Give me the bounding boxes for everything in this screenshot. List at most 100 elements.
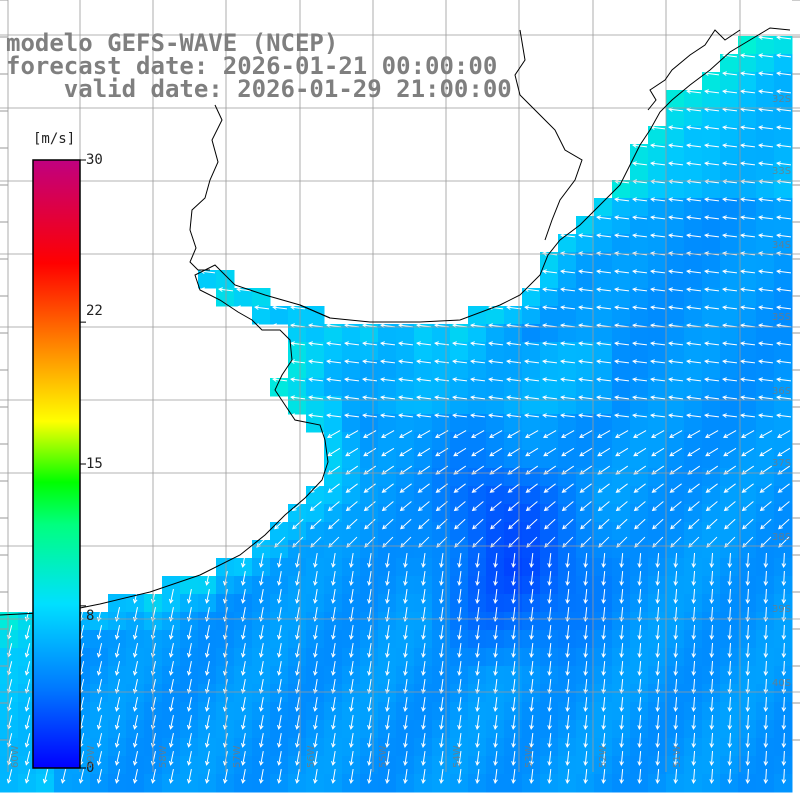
wind-arrow (295, 733, 300, 748)
wind-arrow (637, 714, 643, 731)
wind-arrow (637, 696, 643, 713)
wind-arrow (547, 732, 552, 748)
wind-arrow (364, 518, 376, 530)
wind-arrow (529, 552, 534, 568)
wind-arrow (222, 769, 228, 784)
wind-cell (738, 144, 757, 163)
wind-cell (594, 360, 613, 379)
wind-arrow (560, 395, 576, 400)
wind-cell (612, 324, 631, 343)
wind-arrow (704, 305, 720, 310)
wind-cell (90, 720, 109, 739)
wind-cell (378, 522, 397, 541)
wind-cell (666, 522, 685, 541)
wind-cell (468, 306, 487, 325)
wind-cell (756, 162, 775, 181)
wind-arrow (331, 571, 336, 586)
wind-cell (702, 540, 721, 559)
wind-cell (288, 558, 307, 577)
wind-cell (540, 414, 559, 433)
wind-cell (288, 306, 307, 325)
wind-cell (270, 774, 289, 793)
wind-arrow (740, 287, 756, 292)
wind-cell (504, 306, 523, 325)
wind-arrow (240, 679, 246, 694)
wind-cell (720, 270, 739, 289)
wind-cell (342, 774, 361, 793)
wind-arrow (331, 625, 336, 640)
wind-arrow (349, 769, 354, 784)
wind-cell (720, 252, 739, 271)
wind-arrow (475, 768, 480, 784)
wind-cell (18, 738, 37, 757)
wind-arrow (434, 341, 450, 346)
wind-arrow (168, 715, 174, 730)
wind-arrow (258, 751, 264, 766)
wind-arrow (308, 359, 324, 364)
wind-cell (774, 540, 793, 559)
wind-cell (342, 576, 361, 595)
wind-cell (558, 252, 577, 271)
wind-cell (180, 666, 199, 685)
wind-cell (252, 576, 271, 595)
wind-arrow (740, 53, 756, 58)
wind-cell (576, 522, 595, 541)
wind-cell (90, 684, 109, 703)
wind-arrow (619, 642, 624, 659)
wind-cell (720, 360, 739, 379)
wind-cell (324, 324, 343, 343)
wind-cell (450, 378, 469, 397)
wind-arrow (331, 769, 336, 784)
lat-label: 39S (772, 604, 792, 615)
wind-arrow (331, 661, 336, 676)
wind-arrow (597, 483, 610, 493)
wind-arrow (475, 624, 480, 640)
wind-cell (720, 342, 739, 361)
wind-arrow (349, 679, 354, 694)
wind-arrow (380, 377, 396, 382)
wind-cell (360, 504, 379, 523)
wind-arrow (601, 570, 606, 587)
wind-arrow (488, 413, 504, 418)
wind-arrow (668, 215, 684, 220)
wind-arrow (776, 287, 792, 292)
wind-arrow (650, 143, 666, 148)
wind-arrow (596, 359, 612, 364)
wind-arrow (722, 341, 738, 346)
wind-cell (702, 522, 721, 541)
wind-arrow (776, 233, 792, 238)
wind-arrow (488, 359, 504, 364)
wind-arrow (579, 483, 592, 493)
wind-arrow (168, 679, 174, 694)
wind-arrow (457, 660, 462, 676)
wind-arrow (524, 377, 540, 382)
wind-arrow (560, 233, 576, 238)
wind-arrow (758, 89, 774, 94)
wind-arrow (727, 732, 733, 749)
wind-cell (270, 702, 289, 721)
wind-arrow (524, 395, 540, 400)
wind-arrow (490, 518, 502, 530)
wind-arrow (709, 750, 715, 767)
wind-cell (522, 360, 541, 379)
wind-arrow (258, 661, 264, 676)
wind-arrow (511, 570, 516, 586)
wind-arrow (709, 768, 715, 785)
wind-cell (594, 270, 613, 289)
lon-label: 51W (672, 745, 683, 768)
wind-arrow (727, 570, 733, 587)
wind-arrow (416, 395, 432, 400)
wind-cell (252, 612, 271, 631)
wind-arrow (759, 447, 773, 457)
wind-arrow (745, 660, 751, 677)
wind-arrow (686, 413, 702, 418)
wind-arrow (615, 483, 628, 493)
wind-arrow (724, 518, 736, 530)
wind-cell (306, 360, 325, 379)
wind-cell (756, 36, 775, 55)
lon-label: 52W (598, 745, 609, 768)
wind-cell (396, 342, 415, 361)
wind-arrow (295, 643, 300, 658)
wind-cell (558, 504, 577, 523)
wind-arrow (655, 714, 661, 731)
